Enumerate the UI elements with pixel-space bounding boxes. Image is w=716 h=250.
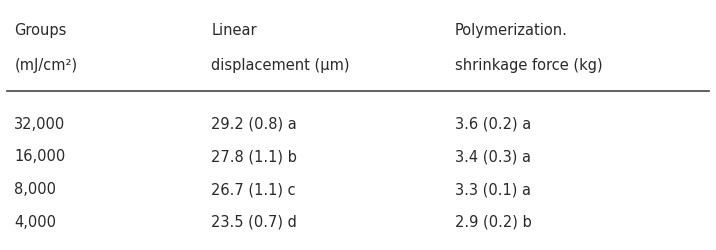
Text: 29.2 (0.8) a: 29.2 (0.8) a (211, 116, 297, 131)
Text: (mJ/cm²): (mJ/cm²) (14, 58, 77, 72)
Text: 23.5 (0.7) d: 23.5 (0.7) d (211, 214, 297, 229)
Text: Groups: Groups (14, 22, 67, 38)
Text: shrinkage force (kg): shrinkage force (kg) (455, 58, 602, 72)
Text: 32,000: 32,000 (14, 116, 66, 131)
Text: displacement (μm): displacement (μm) (211, 58, 349, 72)
Text: 26.7 (1.1) c: 26.7 (1.1) c (211, 181, 296, 196)
Text: Polymerization.: Polymerization. (455, 22, 568, 38)
Text: 16,000: 16,000 (14, 149, 66, 164)
Text: 3.3 (0.1) a: 3.3 (0.1) a (455, 181, 531, 196)
Text: Linear: Linear (211, 22, 257, 38)
Text: 3.4 (0.3) a: 3.4 (0.3) a (455, 149, 531, 164)
Text: 8,000: 8,000 (14, 181, 57, 196)
Text: 3.6 (0.2) a: 3.6 (0.2) a (455, 116, 531, 131)
Text: 2.9 (0.2) b: 2.9 (0.2) b (455, 214, 531, 229)
Text: 27.8 (1.1) b: 27.8 (1.1) b (211, 149, 297, 164)
Text: 4,000: 4,000 (14, 214, 57, 229)
